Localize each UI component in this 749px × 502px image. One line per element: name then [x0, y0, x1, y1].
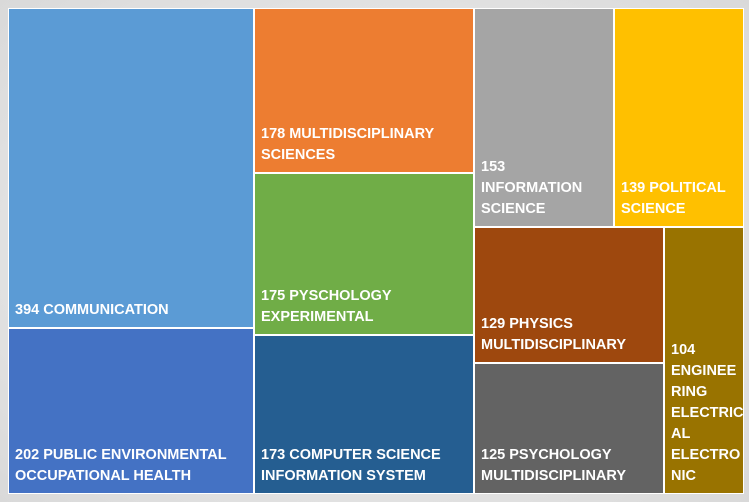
treemap-tile-label: 173 COMPUTER SCIENCE INFORMATION SYSTEM: [261, 447, 441, 484]
treemap-tile: 175 PYSCHOLOGY EXPERIMENTAL: [254, 173, 474, 335]
treemap-tile: 173 COMPUTER SCIENCE INFORMATION SYSTEM: [254, 335, 474, 494]
treemap-tile: 178 MULTIDISCIPLINARY SCIENCES: [254, 8, 474, 173]
treemap-tile-label: 129 PHYSICS MULTIDISCIPLINARY: [481, 316, 626, 353]
treemap-tile-label: 104 ENGINEE RING ELECTRIC AL ELECTRO NIC: [671, 342, 744, 484]
treemap-tile-label: 175 PYSCHOLOGY EXPERIMENTAL: [261, 288, 392, 325]
treemap-tile: 153 INFORMATION SCIENCE: [474, 8, 614, 227]
treemap-tile-label: 178 MULTIDISCIPLINARY SCIENCES: [261, 126, 435, 163]
treemap-tile-label: 125 PSYCHOLOGY MULTIDISCIPLINARY: [481, 447, 626, 484]
treemap-tile: 139 POLITICAL SCIENCE: [614, 8, 744, 227]
treemap-tile: 125 PSYCHOLOGY MULTIDISCIPLINARY: [474, 363, 664, 494]
treemap-tile: 202 PUBLIC ENVIRONMENTAL OCCUPATIONAL HE…: [8, 328, 254, 494]
treemap-tile: 394 COMMUNICATION: [8, 8, 254, 328]
treemap-tile: 129 PHYSICS MULTIDISCIPLINARY: [474, 227, 664, 363]
treemap-tile-label: 394 COMMUNICATION: [15, 302, 169, 318]
treemap-tile: 104 ENGINEE RING ELECTRIC AL ELECTRO NIC: [664, 227, 744, 494]
treemap-tile-label: 202 PUBLIC ENVIRONMENTAL OCCUPATIONAL HE…: [15, 447, 227, 484]
treemap-tile-label: 139 POLITICAL SCIENCE: [621, 180, 726, 217]
treemap-tile-label: 153 INFORMATION SCIENCE: [481, 159, 583, 217]
